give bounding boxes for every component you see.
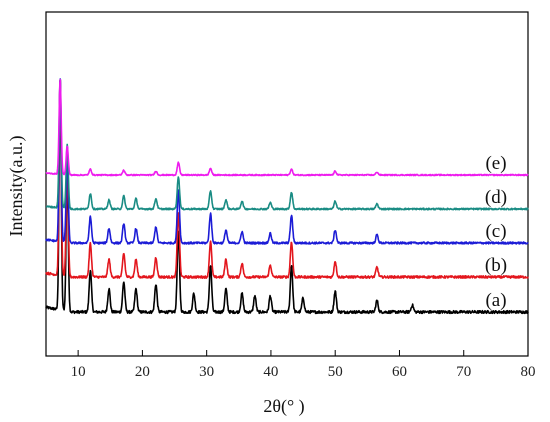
- x-tick-label: 30: [199, 364, 214, 380]
- series-label-a: (a): [485, 290, 506, 311]
- x-axis-title: 2θ(° ): [263, 396, 304, 417]
- series-labels: (a) (b) (c) (d) (e): [485, 153, 507, 311]
- x-tick-label: 60: [392, 364, 407, 380]
- series-line-d: [45, 78, 529, 211]
- series-label-c: (c): [485, 221, 506, 242]
- series-label-b: (b): [485, 255, 507, 276]
- plot-frame: [45, 11, 529, 357]
- x-tick-label: 10: [71, 364, 86, 380]
- series-line-c: [45, 78, 529, 245]
- x-tick-label: 40: [263, 364, 278, 380]
- x-tick-label: 70: [456, 364, 471, 380]
- x-tick-label: 20: [135, 364, 150, 380]
- y-axis-title: Intensity(a.u.): [6, 136, 27, 237]
- series-line-a: [45, 78, 529, 315]
- series-curves: [45, 78, 529, 315]
- series-label-d: (d): [485, 187, 507, 208]
- series-label-e: (e): [485, 153, 506, 174]
- series-line-b: [45, 79, 529, 279]
- x-axis-ticks: 10 20 30 40 50 60 70 80: [71, 350, 536, 380]
- x-tick-label: 50: [328, 364, 343, 380]
- x-tick-label: 80: [521, 364, 536, 380]
- series-line-e: [45, 78, 529, 177]
